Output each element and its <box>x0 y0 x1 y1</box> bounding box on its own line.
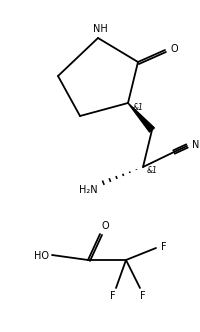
Text: &1: &1 <box>146 165 157 175</box>
Polygon shape <box>127 103 154 132</box>
Text: O: O <box>170 44 178 54</box>
Text: &1: &1 <box>132 103 143 112</box>
Text: F: F <box>139 291 145 301</box>
Text: NH: NH <box>92 24 107 34</box>
Text: O: O <box>101 221 109 231</box>
Text: HO: HO <box>34 251 49 261</box>
Text: F: F <box>160 242 166 252</box>
Text: F: F <box>110 291 115 301</box>
Text: H₂N: H₂N <box>79 185 98 195</box>
Text: N: N <box>191 140 198 150</box>
